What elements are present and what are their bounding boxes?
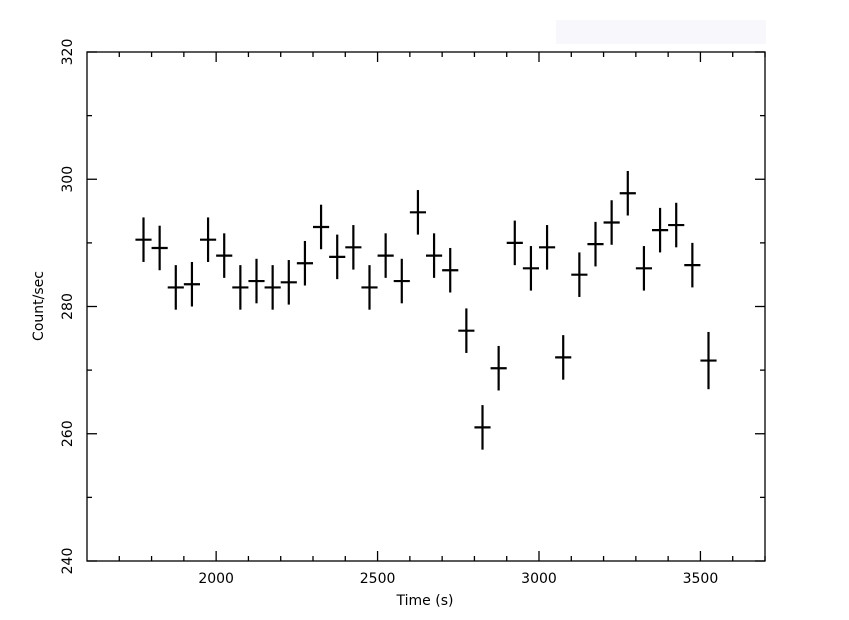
data-point [393,258,410,304]
data-point [296,240,313,286]
data-point [458,308,475,353]
data-point [248,258,265,304]
y-tick-label: 280 [60,293,76,320]
y-axis-label: Count/sec [31,271,47,341]
data-point [216,233,233,278]
x-tick-label: 2000 [198,571,234,587]
corner-label-box [556,20,766,44]
data-point [426,233,443,278]
axis-ticks [87,51,766,562]
data-point [603,200,620,245]
x-tick-label: 3000 [521,571,557,587]
data-point [232,265,249,310]
y-tick-label: 320 [60,39,76,66]
data-point [280,260,297,305]
data-point [409,190,426,235]
data-point [635,246,652,291]
data-point [587,221,604,267]
data-point [490,345,507,391]
data-points [135,170,717,450]
data-point [668,202,685,248]
data-point [167,265,184,310]
y-tick-label: 240 [60,548,76,575]
data-point [539,225,556,270]
data-point [200,217,217,262]
data-point [345,225,362,270]
tick-labels: 2000 2500 3000 3500 240 260 280 300 320 [60,39,718,587]
data-point [377,233,394,278]
data-point [264,265,281,310]
data-point [506,220,523,266]
data-point [151,225,168,271]
y-tick-label: 300 [60,166,76,193]
y-tick-label: 260 [60,420,76,447]
data-point [700,331,717,390]
x-tick-label: 2500 [360,571,396,587]
data-point [313,204,330,250]
data-point [442,247,459,293]
data-point [652,207,669,253]
data-point [619,170,636,216]
data-point [571,252,588,297]
data-point [361,265,378,310]
data-point [522,246,539,291]
data-point [329,234,346,280]
data-point [555,335,572,380]
data-point [135,217,152,262]
data-point [183,261,200,307]
data-point [684,242,701,288]
data-point [474,405,491,450]
x-axis-label: Time (s) [396,593,454,609]
x-tick-label: 3500 [683,571,719,587]
